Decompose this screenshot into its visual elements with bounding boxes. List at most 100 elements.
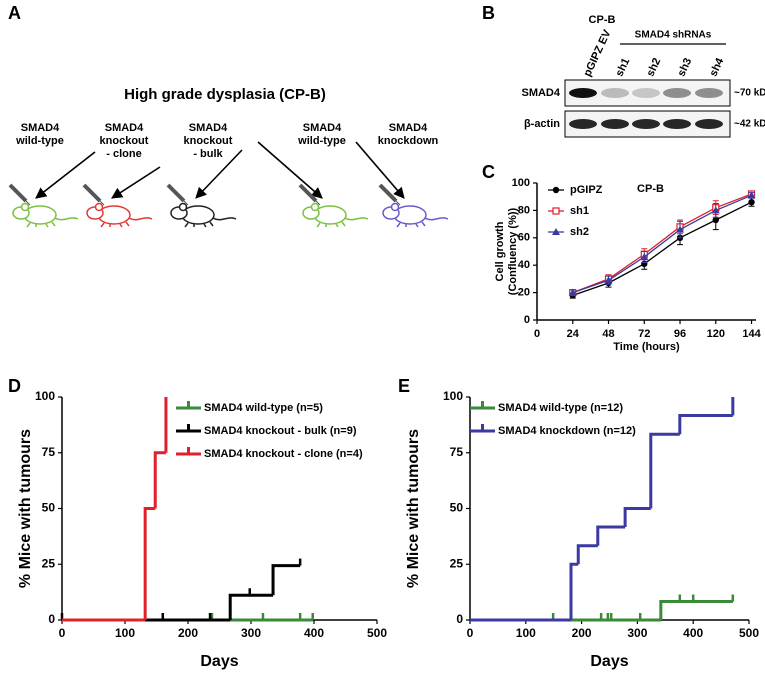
x-axis-label: Days: [590, 653, 628, 670]
mouse-tail: [128, 217, 153, 221]
x-tick-label: 200: [178, 626, 198, 640]
y-tick-label: 50: [42, 501, 56, 515]
blot-row-label: β-actin: [524, 118, 560, 130]
group-label: - clone: [106, 148, 141, 160]
mouse-tail: [54, 217, 79, 221]
y-axis-label: (Confluency (%)): [507, 207, 519, 295]
band: [601, 119, 629, 129]
legend-symbol: [470, 424, 495, 433]
group-label: knockdown: [378, 135, 439, 147]
panel-label: D: [8, 376, 21, 396]
x-tick-label: 500: [367, 626, 387, 640]
needle: [25, 200, 31, 206]
step-segment: [228, 593, 274, 620]
mouse-tail: [344, 217, 369, 221]
band: [569, 119, 597, 129]
point: [640, 252, 649, 260]
y-axis-label: % Mice with tumours: [405, 429, 422, 588]
y-tick-label: 0: [524, 314, 530, 326]
series-line: [572, 193, 752, 294]
x-tick-label: 400: [683, 626, 703, 640]
blot-size-label: ~70 kDa: [734, 88, 765, 99]
point: [676, 225, 685, 233]
mouse: [298, 183, 369, 228]
band: [632, 88, 660, 98]
blot-title: CP-B: [589, 14, 616, 26]
y-tick-label: 60: [518, 232, 530, 244]
step-segment: [143, 507, 156, 620]
x-tick-label: 72: [638, 328, 650, 340]
needle: [315, 200, 321, 206]
lane-label: sh4: [707, 55, 726, 78]
mouse-tail: [212, 217, 237, 221]
step-segment: [153, 451, 166, 509]
group-label: SMAD4: [21, 122, 60, 134]
lane-label: sh1: [613, 56, 632, 78]
point: [747, 191, 756, 199]
group-label: knockout: [184, 135, 233, 147]
x-axis-label: Time (hours): [613, 341, 680, 353]
syringe: [166, 183, 186, 203]
y-tick-label: 25: [450, 556, 464, 570]
y-tick-label: 80: [518, 204, 530, 216]
x-tick-label: 200: [572, 626, 592, 640]
y-axis-label: % Mice with tumours: [17, 429, 34, 588]
x-tick-label: 0: [467, 626, 474, 640]
mouse: [166, 183, 237, 228]
band: [569, 88, 597, 98]
legend-label: pGIPZ: [570, 184, 603, 196]
point: [604, 276, 613, 284]
step-segment: [649, 432, 680, 509]
y-tick-label: 100: [35, 389, 55, 403]
step-segment: [678, 414, 733, 435]
legend-symbol: [176, 447, 201, 456]
x-axis-label: Days: [200, 653, 238, 670]
y-tick-label: 75: [42, 445, 56, 459]
arrows: [35, 141, 405, 199]
mouse-ear: [178, 202, 188, 212]
mouse: [378, 183, 449, 228]
group-label: wild-type: [297, 135, 346, 147]
point: [712, 216, 719, 224]
mouse: [82, 183, 153, 228]
step-segment: [576, 544, 598, 565]
needle: [99, 200, 105, 206]
arrow: [111, 166, 161, 199]
band: [632, 119, 660, 129]
group-label: SMAD4: [189, 122, 228, 134]
legend-label: SMAD4 wild-type (n=12): [498, 402, 623, 414]
x-tick-label: 120: [707, 328, 725, 340]
legend-marker: [552, 228, 560, 235]
mouse-ear: [94, 202, 104, 212]
step-segment: [596, 525, 626, 546]
syringe: [378, 183, 398, 203]
y-tick-label: 25: [42, 556, 56, 570]
panel-label: A: [8, 3, 21, 23]
point: [568, 288, 577, 296]
needle: [395, 200, 401, 206]
legend-label: SMAD4 knockdown (n=12): [498, 425, 636, 437]
mouse-ear: [390, 202, 400, 212]
legend-symbol: [176, 401, 201, 410]
y-tick-label: 0: [456, 612, 463, 626]
mouse-legs: [396, 221, 426, 228]
point: [748, 198, 755, 206]
y-tick-label: 100: [512, 177, 530, 189]
mouse-tail: [424, 217, 449, 221]
legend-label: SMAD4 knockout - bulk (n=9): [204, 425, 357, 437]
mouse-legs: [316, 221, 346, 228]
legend-label: sh2: [570, 226, 589, 238]
lane-label: pGIPZ EV: [581, 27, 613, 78]
blot-row-label: SMAD4: [521, 87, 560, 99]
legend-marker: [552, 186, 560, 194]
panel-label: C: [482, 162, 495, 182]
lane-label: sh2: [644, 56, 663, 78]
panel-label: B: [482, 3, 495, 23]
group-label: knockout: [100, 135, 149, 147]
band: [601, 88, 629, 98]
mouse-legs: [26, 221, 56, 228]
syringe: [298, 183, 318, 203]
legend-marker: [552, 207, 560, 215]
arrow: [257, 141, 323, 199]
